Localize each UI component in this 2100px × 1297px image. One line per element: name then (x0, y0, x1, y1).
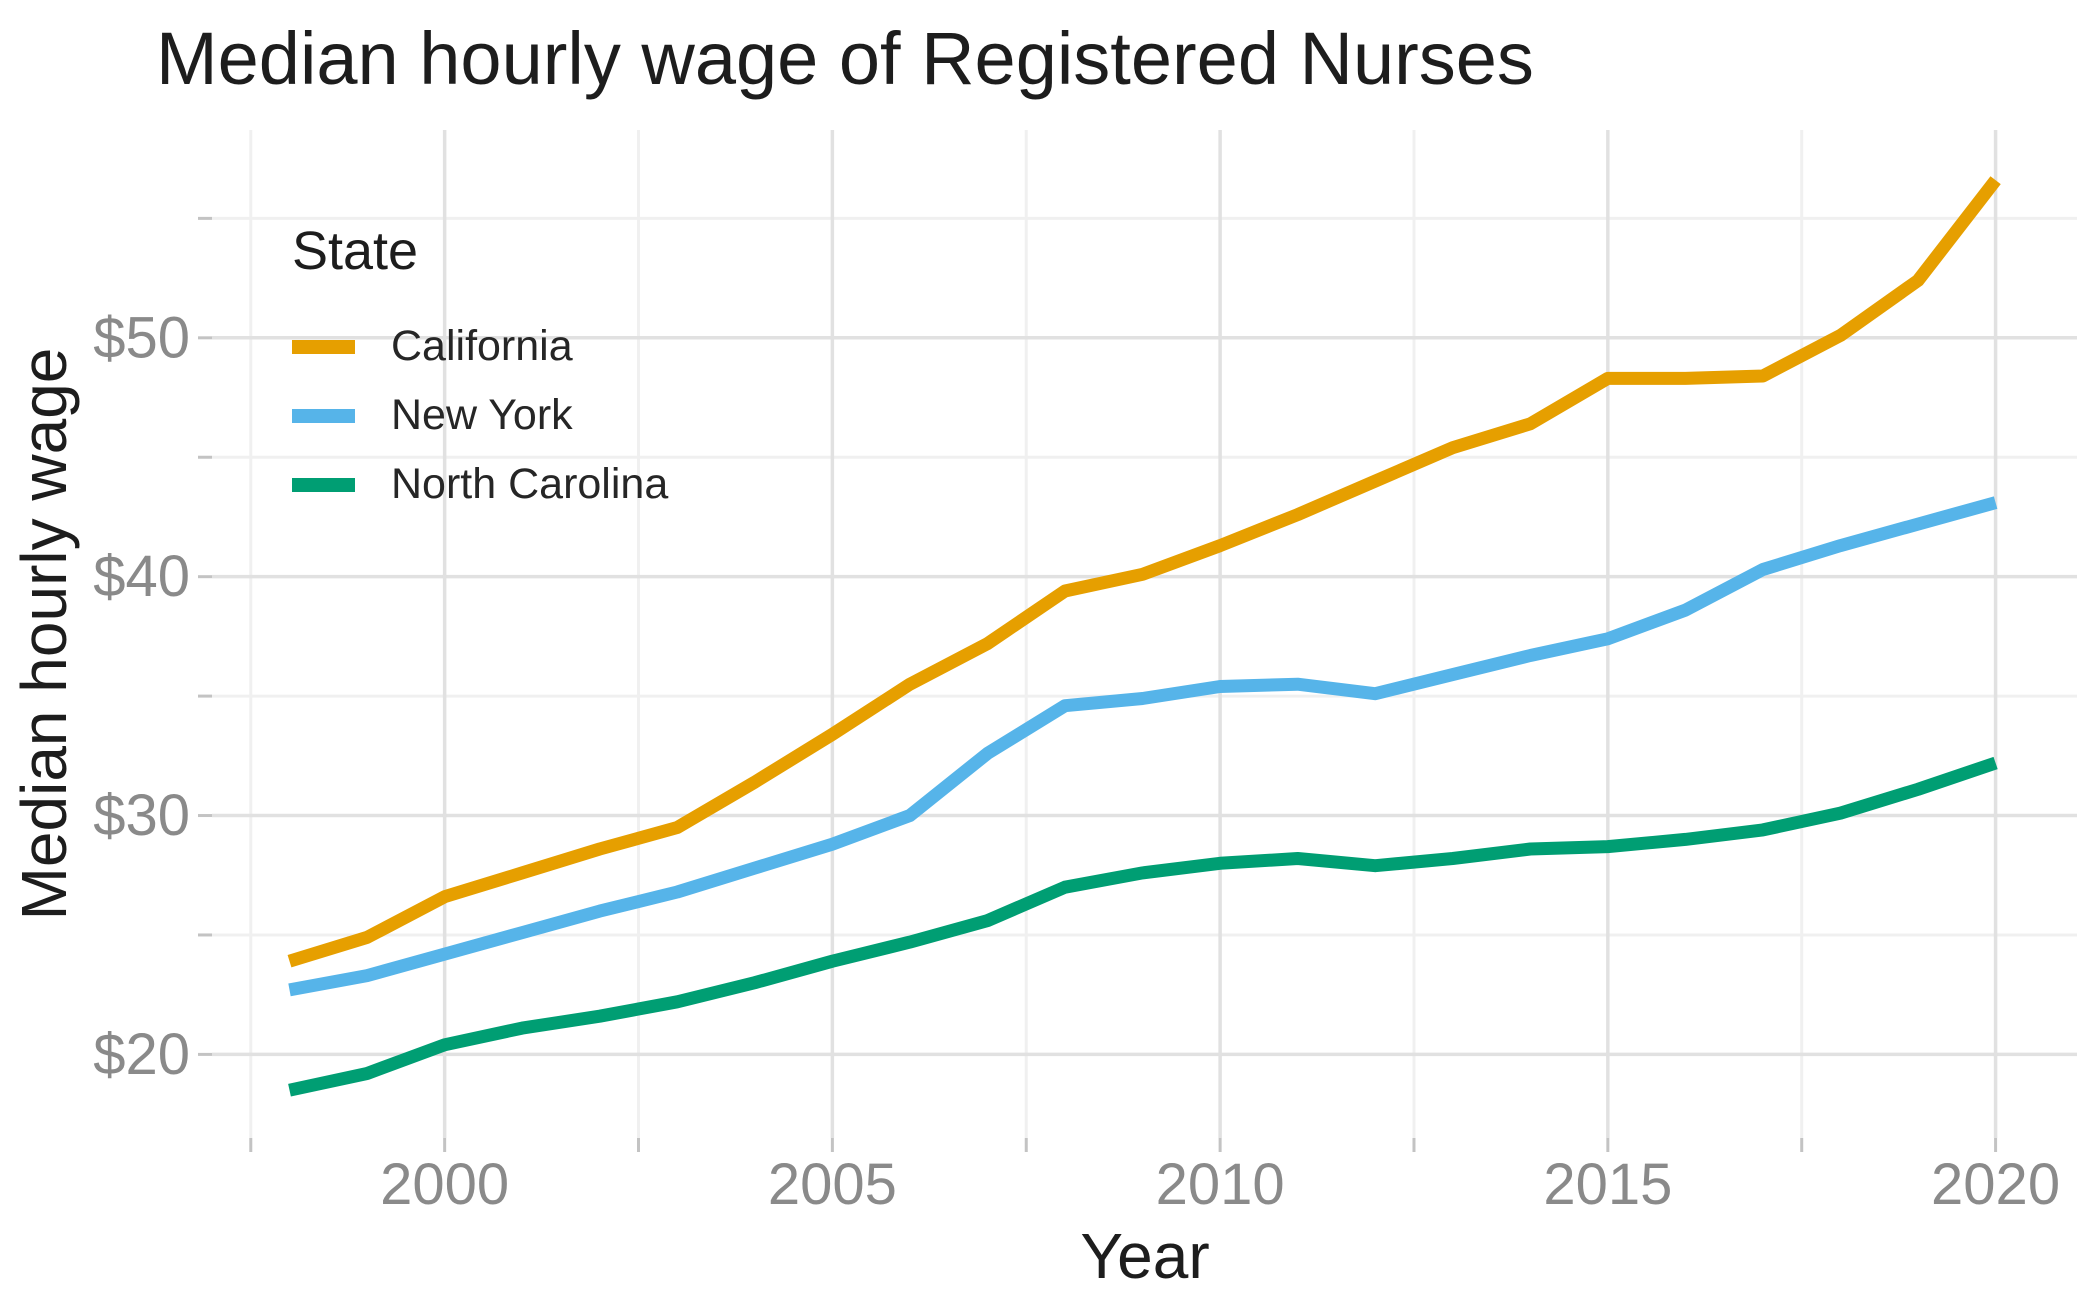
legend: State California New York North Carolina (292, 220, 668, 519)
x-tick-label: 2000 (380, 1152, 509, 1217)
gridlines-minor (212, 130, 2077, 1138)
chart-title: Median hourly wage of Registered Nurses (156, 17, 1534, 100)
series-lines (287, 176, 2001, 1097)
legend-swatch-north-carolina (292, 477, 355, 492)
legend-item-label: New York (391, 391, 573, 439)
legend-item-california: California (292, 312, 668, 381)
legend-swatch-new-york (292, 408, 355, 423)
legend-item-north-carolina: North Carolina (292, 450, 668, 519)
x-tick-label: 2020 (1931, 1152, 2060, 1217)
x-tick-label: 2010 (1156, 1152, 1285, 1217)
legend-item-label: California (391, 322, 573, 370)
y-tick-label: $20 (93, 1022, 190, 1087)
y-tick-label: $50 (93, 305, 190, 370)
y-axis-title: Median hourly wage (8, 347, 80, 921)
series-line-california (287, 176, 2001, 968)
legend-item-new-york: New York (292, 381, 668, 450)
x-tick-label: 2005 (768, 1152, 897, 1217)
legend-item-label: North Carolina (391, 460, 669, 508)
legend-swatch-california (292, 339, 355, 354)
series-line-north-carolina (288, 756, 1998, 1097)
y-tick-label: $40 (93, 544, 190, 609)
tick-labels: $20 $30 $40 $50 2000 2005 2010 2015 2020 (93, 305, 2060, 1217)
x-tick-label: 2015 (1543, 1152, 1672, 1217)
axis-ticks (198, 216, 1998, 1152)
legend-title: State (292, 221, 419, 281)
x-axis-title: Year (1080, 1220, 1210, 1292)
y-tick-label: $30 (93, 783, 190, 848)
series-line-new-york (288, 496, 1998, 997)
